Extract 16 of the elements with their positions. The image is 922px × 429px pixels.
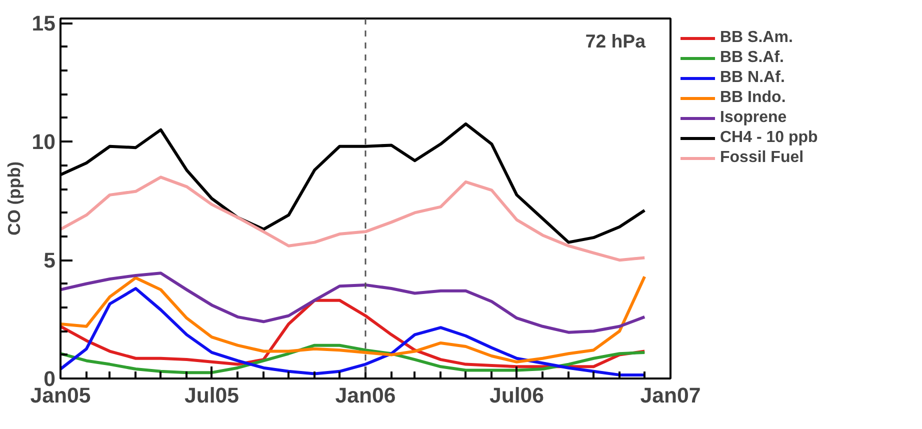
x-tick-label: Jan06 <box>335 384 396 408</box>
y-tick-label: 5 <box>44 248 56 273</box>
legend-label: Fossil Fuel <box>720 149 804 167</box>
y-axis-title: CO (ppb) <box>4 161 24 236</box>
legend-label: BB Indo. <box>720 89 786 107</box>
x-tick-label: Jul05 <box>184 384 240 408</box>
legend-label: BB S.Am. <box>720 29 793 47</box>
legend-label: BB S.Af. <box>720 49 784 67</box>
legend-label: CH4 - 10 ppb <box>720 129 818 147</box>
x-tick-label: Jan07 <box>640 384 701 408</box>
annotation: 72 hPa <box>585 30 646 52</box>
legend-label: BB N.Af. <box>720 69 785 87</box>
legend-label: Isoprene <box>720 109 787 127</box>
y-tick-label: 15 <box>32 12 56 36</box>
x-tick-label: Jul06 <box>489 384 544 408</box>
y-tick-label: 10 <box>32 130 56 154</box>
